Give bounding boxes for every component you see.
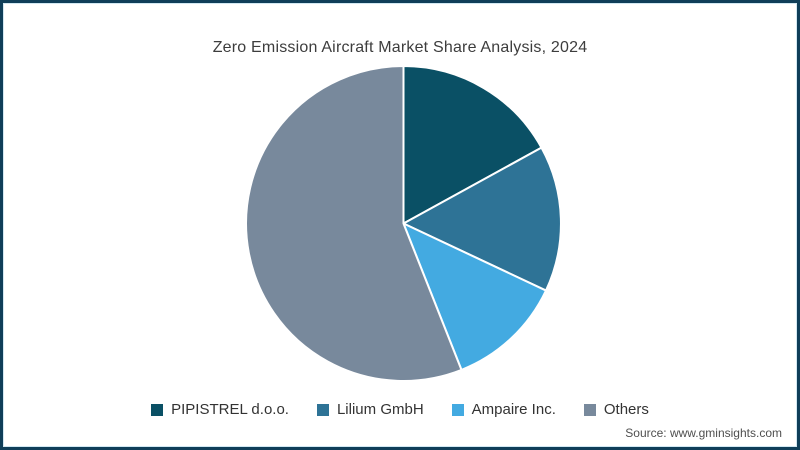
legend-item-pipistrel: PIPISTREL d.o.o.: [151, 401, 289, 418]
legend-label-others: Others: [603, 401, 649, 418]
pie-chart: [245, 65, 562, 382]
legend-item-others: Others: [583, 401, 649, 418]
pie-slice-ampaire-inc: [402, 222, 547, 371]
legend-swatch-lilium: [316, 403, 329, 416]
pie-slice-pipistrel-d-o-o: [402, 65, 543, 225]
pie-slice-others: [245, 65, 463, 382]
chart-title: Zero Emission Aircraft Market Share Anal…: [212, 39, 588, 56]
legend-item-ampaire: Ampaire Inc.: [451, 401, 556, 418]
legend-swatch-others: [583, 403, 596, 416]
legend-label-lilium: Lilium GmbH: [336, 401, 424, 418]
legend-swatch-pipistrel: [151, 403, 164, 416]
legend-item-lilium: Lilium GmbH: [316, 401, 424, 418]
legend-swatch-ampaire: [451, 403, 464, 416]
source-note: Source: www.gminsights.com: [625, 426, 782, 440]
legend-label-ampaire: Ampaire Inc.: [471, 401, 556, 418]
legend-label-pipistrel: PIPISTREL d.o.o.: [171, 401, 289, 418]
pie-slice-lilium-gmbh: [402, 146, 562, 292]
legend: PIPISTREL d.o.o. Lilium GmbH Ampaire Inc…: [3, 401, 797, 418]
